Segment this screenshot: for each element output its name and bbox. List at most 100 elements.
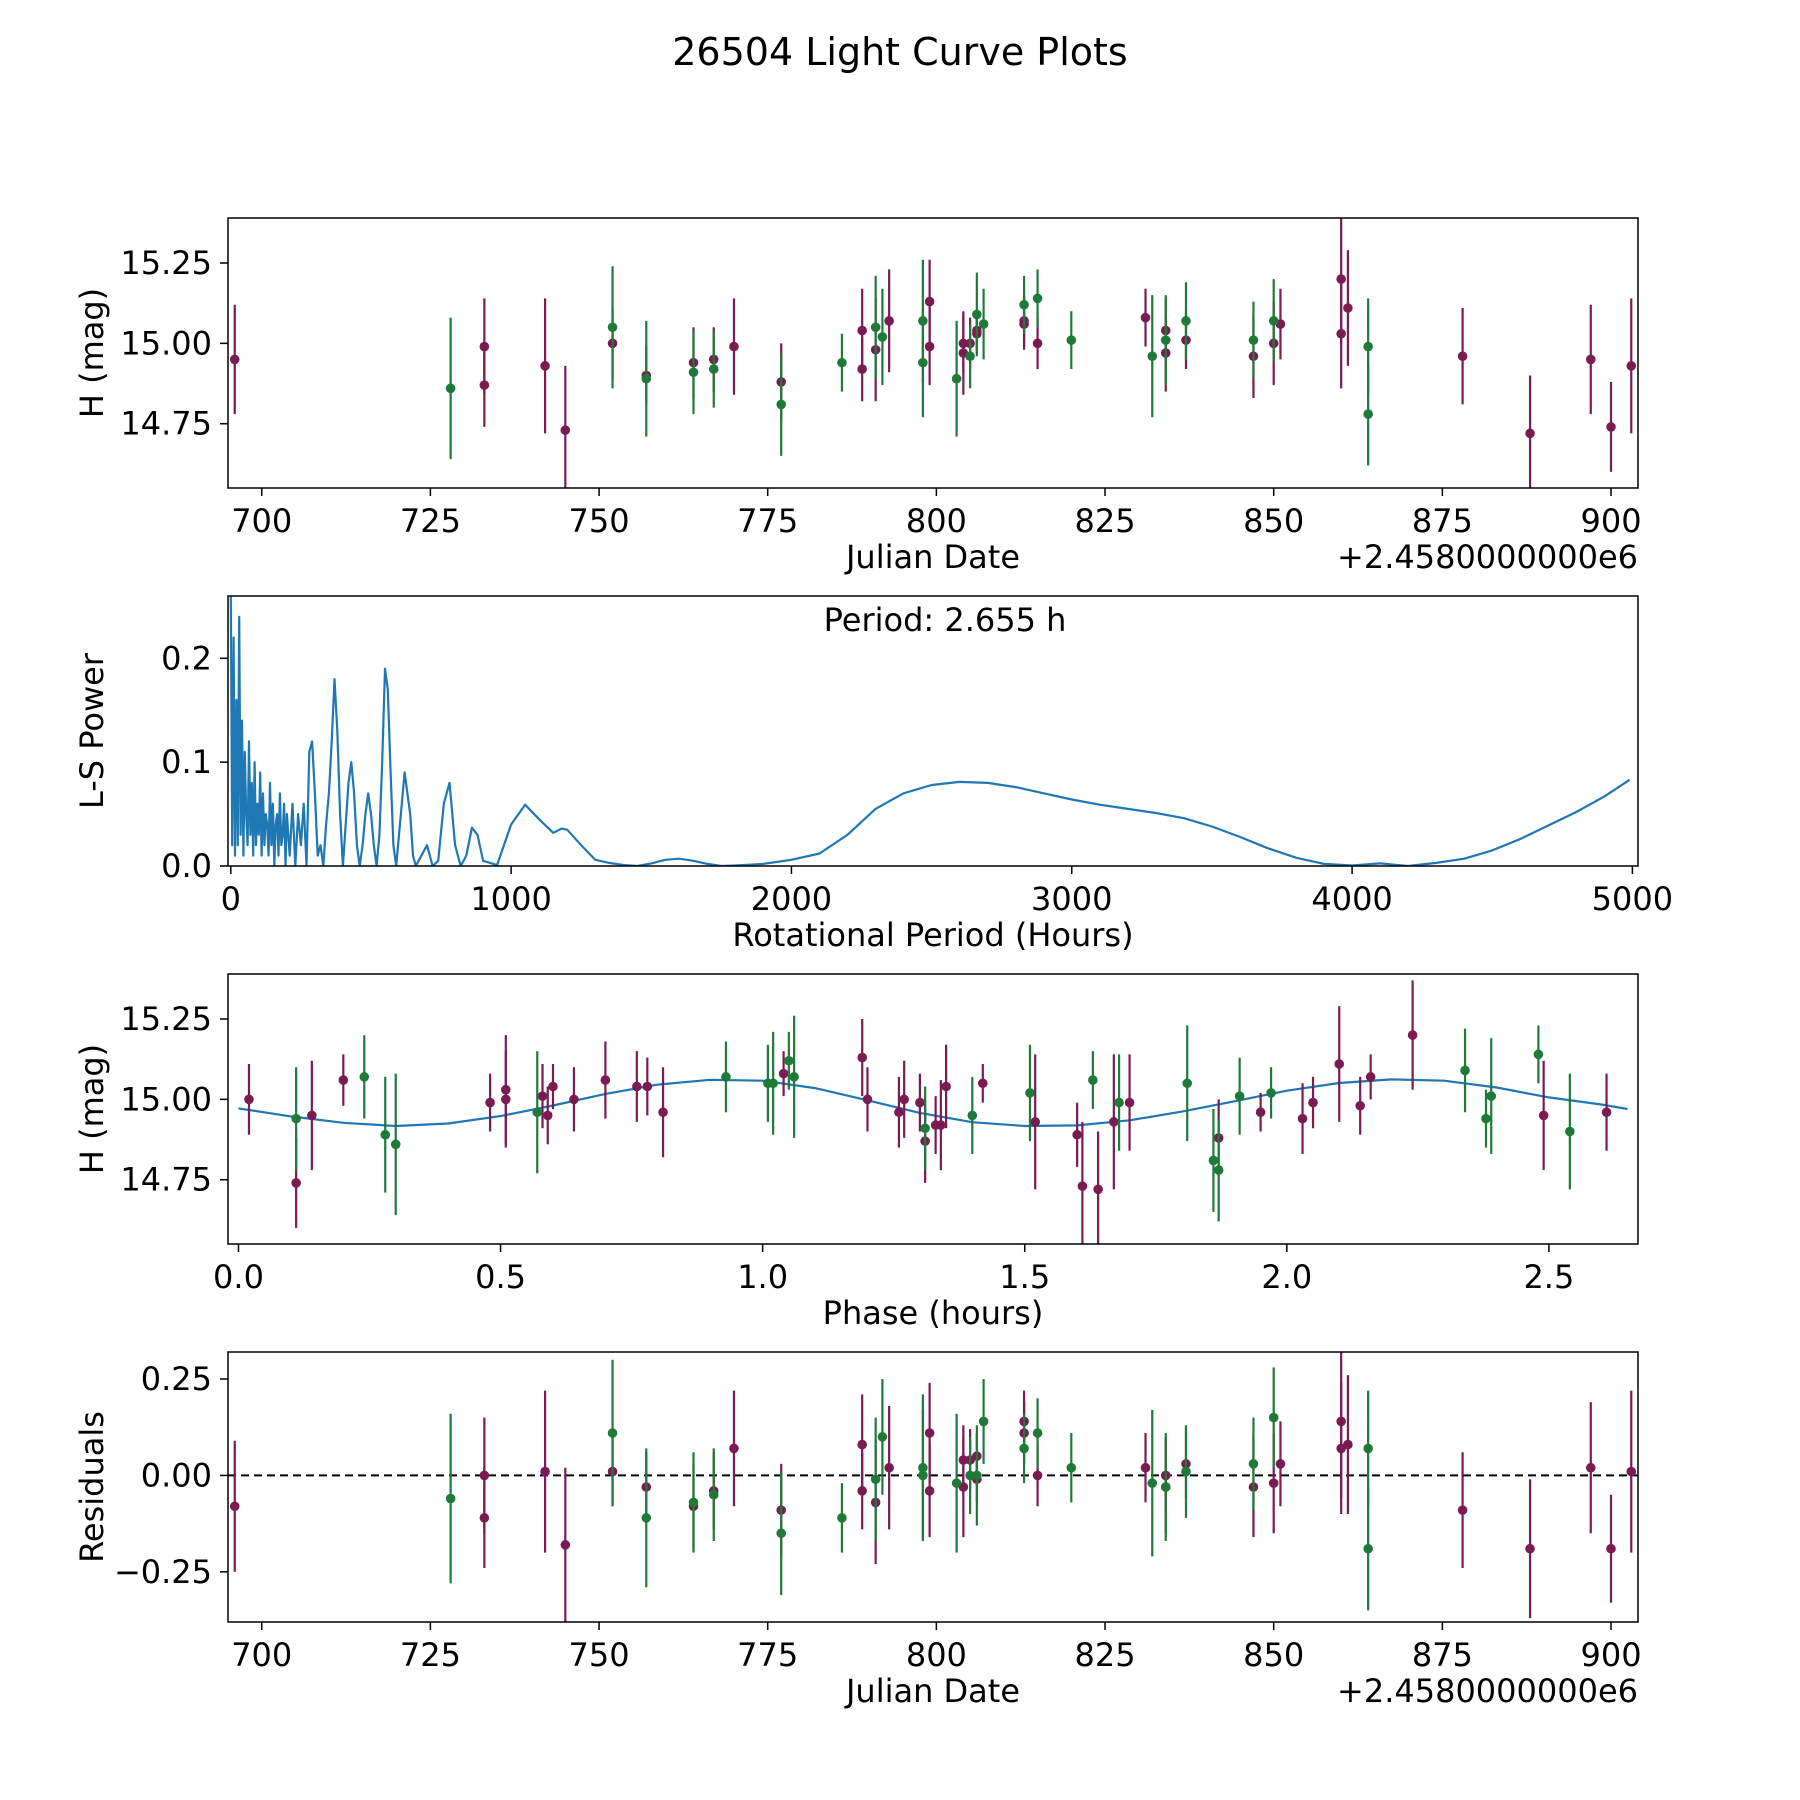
data-point xyxy=(1355,1100,1365,1111)
data-point xyxy=(920,1123,930,1134)
data-point xyxy=(729,1443,739,1454)
data-point xyxy=(445,1493,456,1504)
data-point xyxy=(1255,1107,1266,1118)
x-tick-label: 2.5 xyxy=(1523,1258,1574,1296)
data-point xyxy=(1363,1443,1373,1454)
chart-panel-3: 0.0 0.5 1.0 1.5 2.0 2.5 14.75 15.00 15.25 Phase (… xyxy=(73,973,1639,1332)
data-point xyxy=(708,364,719,374)
x-tick-label: 825 xyxy=(1074,1636,1135,1674)
x-offset-label: +2.4580000000e6 xyxy=(1337,538,1638,576)
data-point xyxy=(924,1428,935,1438)
data-point xyxy=(1606,1543,1616,1554)
data-point xyxy=(537,1091,548,1101)
data-point xyxy=(708,1489,719,1500)
data-point xyxy=(857,325,867,336)
x-tick-label: 4000 xyxy=(1311,880,1392,918)
data-point xyxy=(540,361,550,371)
data-point xyxy=(1538,1110,1549,1121)
data-point xyxy=(776,399,787,410)
y-tick-label: 0.0 xyxy=(161,847,212,885)
data-point xyxy=(1481,1113,1491,1124)
data-point xyxy=(1601,1107,1612,1118)
data-point xyxy=(894,1107,904,1118)
data-point xyxy=(877,332,888,342)
axes-frame xyxy=(227,217,1639,489)
y-axis-label: H (mag) xyxy=(73,1044,111,1174)
data-point xyxy=(978,1416,989,1427)
data-point xyxy=(862,1094,873,1105)
data-point xyxy=(1066,335,1077,345)
x-tick-label: 850 xyxy=(1243,502,1304,540)
y-tick-label: 0.00 xyxy=(141,1456,212,1494)
data-point xyxy=(1565,1126,1575,1137)
data-point xyxy=(1363,409,1373,419)
x-tick-label: 700 xyxy=(231,502,292,540)
x-tick-label: 725 xyxy=(400,1636,461,1674)
data-point xyxy=(1019,299,1029,310)
x-tick-label: 900 xyxy=(1580,502,1641,540)
data-point xyxy=(1363,341,1373,352)
data-point xyxy=(1297,1113,1308,1124)
x-tick-label: 875 xyxy=(1412,1636,1473,1674)
data-point xyxy=(870,322,881,333)
data-point xyxy=(560,1540,571,1550)
x-tick-label: 2000 xyxy=(751,880,832,918)
data-point xyxy=(390,1139,401,1150)
data-point xyxy=(479,380,490,390)
data-point xyxy=(607,322,618,333)
data-point xyxy=(837,357,847,368)
data-point xyxy=(784,1055,794,1066)
data-point xyxy=(1208,1155,1219,1166)
data-point xyxy=(1019,1443,1029,1454)
data-point xyxy=(479,1513,490,1523)
data-point xyxy=(1032,293,1043,304)
y-tick-label: 15.00 xyxy=(120,324,212,362)
data-point xyxy=(569,1094,579,1105)
data-point xyxy=(291,1113,301,1124)
data-point xyxy=(1336,328,1346,339)
data-point xyxy=(1275,1459,1286,1469)
data-point xyxy=(560,425,571,435)
data-point xyxy=(1585,1462,1596,1473)
data-point xyxy=(1626,361,1637,371)
data-point xyxy=(1343,303,1353,313)
data-point xyxy=(1486,1091,1497,1101)
data-point xyxy=(1457,1505,1468,1515)
data-point xyxy=(1140,1462,1151,1473)
data-point xyxy=(924,341,935,352)
x-tick-label: 800 xyxy=(906,502,967,540)
x-tick-label: 750 xyxy=(569,1636,630,1674)
data-point xyxy=(307,1110,317,1121)
data-point xyxy=(1072,1129,1082,1140)
data-point xyxy=(1088,1075,1098,1085)
x-tick-label: 1.0 xyxy=(737,1258,788,1296)
data-point xyxy=(229,1501,240,1512)
data-point xyxy=(778,1068,789,1079)
data-point xyxy=(1181,316,1191,326)
data-point xyxy=(1124,1097,1135,1108)
axes-frame xyxy=(227,1351,1639,1623)
data-point xyxy=(1093,1184,1103,1195)
x-tick-label: 2.0 xyxy=(1261,1258,1312,1296)
x-tick-label: 5000 xyxy=(1592,880,1673,918)
data-point xyxy=(951,1478,962,1488)
data-point xyxy=(776,1528,787,1539)
x-offset-label: +2.4580000000e6 xyxy=(1337,1672,1638,1710)
data-point xyxy=(978,319,989,329)
y-axis-label: L-S Power xyxy=(73,652,111,809)
y-tick-label: 0.1 xyxy=(161,743,212,781)
x-axis-label: Rotational Period (Hours) xyxy=(732,916,1133,954)
x-axis-label: Phase (hours) xyxy=(823,1294,1044,1332)
data-point xyxy=(1140,312,1151,323)
data-point xyxy=(1182,1078,1193,1089)
x-tick-label: 0 xyxy=(221,880,241,918)
data-point xyxy=(1032,1428,1043,1438)
plot-area xyxy=(238,980,1628,1244)
data-point xyxy=(951,373,962,384)
data-point xyxy=(1606,422,1616,432)
data-point xyxy=(936,1120,946,1130)
data-point xyxy=(884,316,894,326)
axes-frame xyxy=(227,595,1639,867)
data-point xyxy=(229,354,240,365)
